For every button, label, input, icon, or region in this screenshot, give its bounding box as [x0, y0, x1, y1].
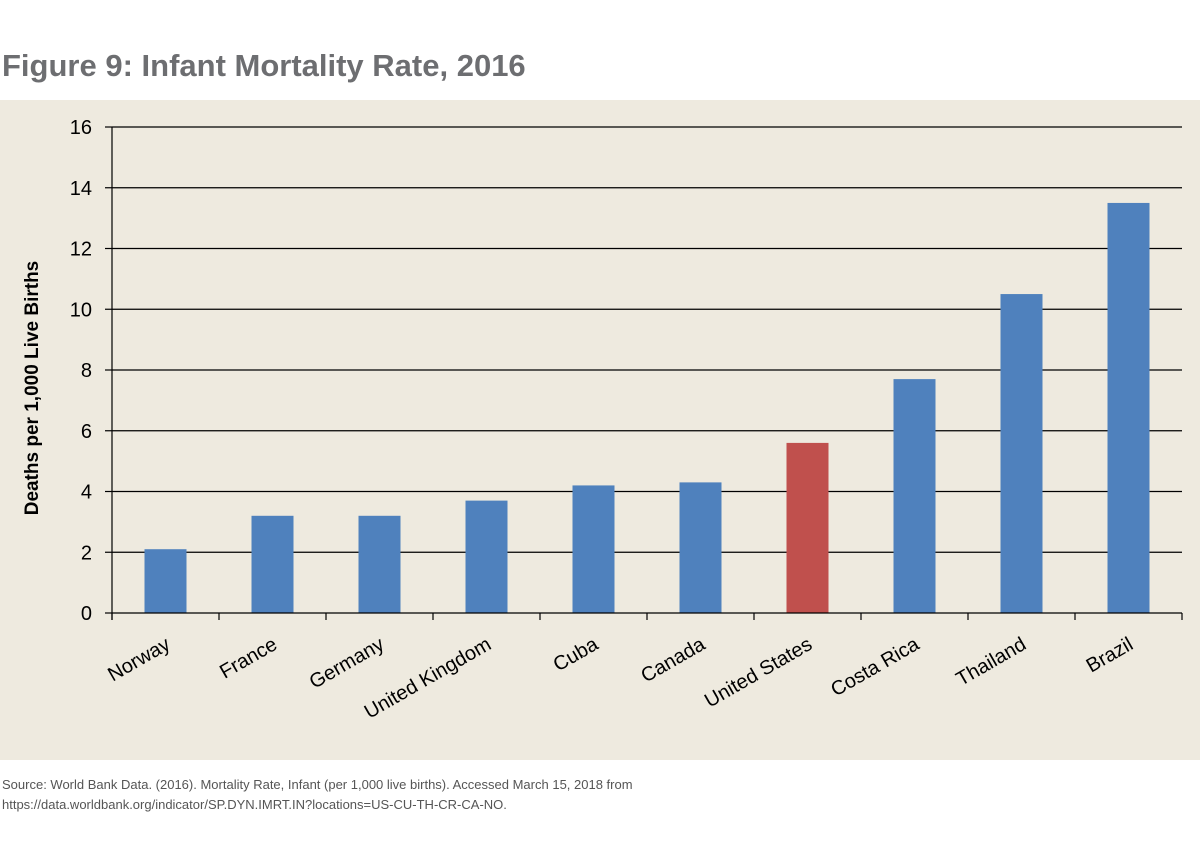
y-tick-label: 16: [70, 117, 92, 139]
chart-panel: 0 2 4 6 8 10 12 14 16 Norway France Germany United K…: [0, 100, 1200, 760]
x-tick-label: France: [216, 633, 281, 683]
y-tick-label: 6: [81, 421, 92, 443]
y-tick-label: 2: [81, 542, 92, 564]
bar: [572, 485, 615, 613]
bar: [1107, 202, 1150, 613]
x-tick-label: Germany: [306, 633, 388, 693]
source-note-line-2: https://data.worldbank.org/indicator/SP.…: [2, 797, 507, 812]
y-tick-label: 12: [70, 239, 92, 261]
y-axis-title: Deaths per 1,000 Live Births: [22, 261, 43, 516]
x-tick-label: Canada: [637, 633, 709, 688]
y-tick-label: 14: [70, 178, 92, 200]
source-note-line-1: Source: World Bank Data. (2016). Mortali…: [2, 777, 633, 792]
bar: [465, 500, 508, 613]
y-tick-label: 8: [81, 360, 92, 382]
bar: [144, 549, 187, 613]
bar: [358, 515, 401, 613]
bar: [251, 515, 294, 613]
y-tick-label: 4: [81, 482, 92, 504]
x-tick-label: United States: [701, 633, 816, 712]
bar-highlight: [786, 442, 829, 613]
bar: [1000, 294, 1043, 613]
x-tick-label: Cuba: [550, 633, 603, 676]
x-tick-label: Costa Rica: [827, 633, 923, 701]
chart-title: Figure 9: Infant Mortality Rate, 2016: [2, 48, 526, 83]
bar: [679, 482, 722, 613]
x-tick-label: Brazil: [1083, 633, 1137, 677]
bar: [893, 379, 936, 613]
y-tick-label: 0: [81, 603, 92, 625]
x-tick-label: Norway: [104, 633, 174, 686]
y-tick-label: 10: [70, 299, 92, 321]
x-tick-label: Thailand: [953, 633, 1030, 690]
